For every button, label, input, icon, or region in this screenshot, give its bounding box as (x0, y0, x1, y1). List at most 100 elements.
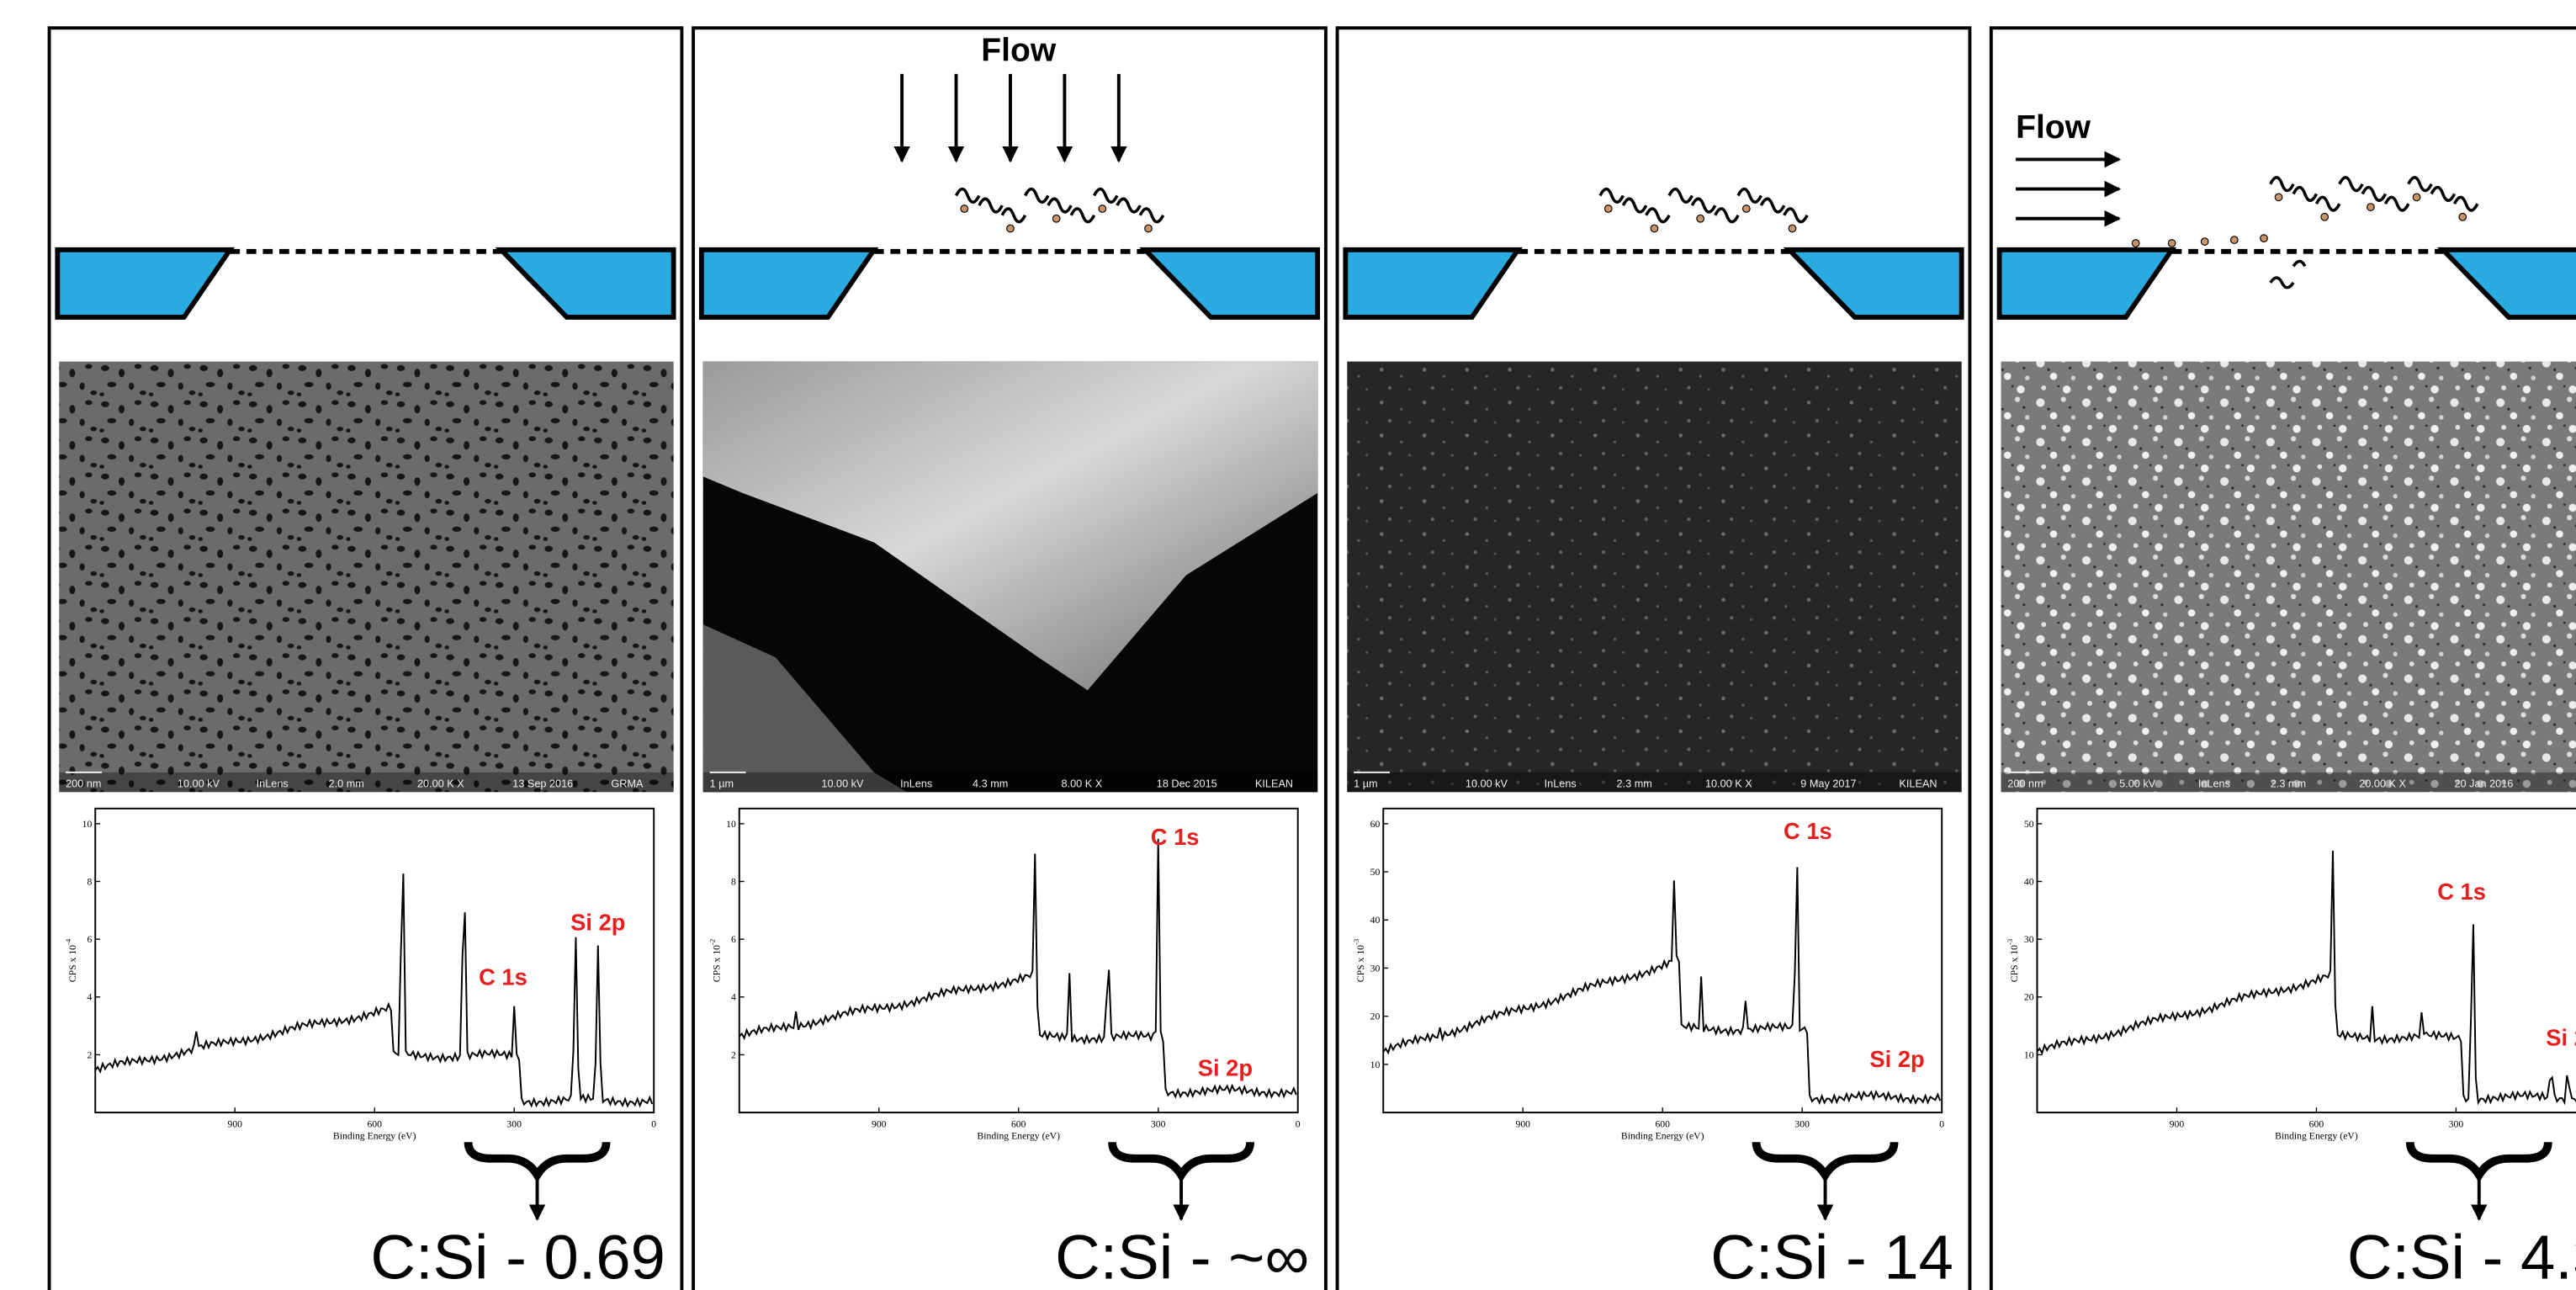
support-right (1145, 250, 1317, 317)
sem-image (1347, 362, 1961, 793)
particle (1007, 225, 1015, 232)
sem-info-text: 18 Dec 2015 (1157, 778, 1217, 789)
x-tick-label: 0 (1296, 1119, 1301, 1130)
ratio-label: C:Si - 4.3 (2347, 1222, 2576, 1290)
particle (1052, 215, 1060, 222)
polymer-chain (2362, 188, 2385, 201)
particle (2231, 236, 2239, 244)
support-right (501, 250, 674, 317)
sem-info-text: 1 µm (710, 778, 734, 789)
x-tick-label: 600 (1011, 1119, 1026, 1130)
x-tick-label: 900 (1515, 1119, 1530, 1130)
sem-info-text: 2.0 mm (329, 778, 364, 789)
x-tick-label: 600 (1655, 1119, 1670, 1130)
y-tick-label: 20 (1370, 1011, 1381, 1022)
particle (1605, 205, 1613, 213)
page: {"panels": [ {"flow_label": null, "sem":… (0, 0, 2576, 1290)
sem-info-text: InLens (2198, 778, 2230, 789)
particle (1789, 225, 1796, 232)
polymer-chain (1026, 189, 1048, 203)
brace (1112, 1142, 1250, 1175)
y-axis-label-base: CPS x 10 (1355, 945, 1366, 982)
ratio-label: C:Si - 0.69 (370, 1222, 665, 1290)
sem-info-bar (1347, 772, 1961, 792)
peak-label: C 1s (1151, 824, 1200, 850)
particle (961, 205, 968, 213)
support-left (1345, 250, 1518, 317)
y-tick-label: 60 (1370, 819, 1381, 830)
polymer-chain (2385, 197, 2408, 210)
particle (2413, 194, 2420, 201)
y-axis-label-base: CPS x 10 (67, 945, 78, 982)
polymer-chain (1600, 189, 1623, 203)
spectrum-frame (2037, 809, 2576, 1112)
flow-label: Flow (2016, 109, 2091, 146)
sem-info-text: KILEAN (1899, 778, 1937, 789)
x-axis-label: Binding Energy (eV) (333, 1130, 416, 1141)
sem-info-text: 20.00 K X (2359, 778, 2406, 789)
ratio-label: C:Si - 14 (1710, 1222, 1953, 1290)
sem-info-text: 20.00 K X (417, 778, 464, 789)
x-tick-label: 0 (1939, 1119, 1944, 1130)
peak-label: C 1s (1784, 818, 1832, 844)
sem-info-text: 20 Jan 2016 (2454, 778, 2513, 789)
peak-label: Si 2p (1198, 1055, 1253, 1081)
y-axis-label-base: CPS x 10 (711, 945, 722, 982)
y-axis-label-base: CPS x 10 (2009, 945, 2020, 982)
peak-label: C 1s (2437, 879, 2486, 905)
support-left (57, 250, 230, 317)
y-tick-label: 30 (2024, 934, 2034, 945)
polymer-chain (1095, 189, 1117, 203)
x-tick-label: 900 (2170, 1119, 2185, 1130)
brace (2410, 1142, 2548, 1175)
x-tick-label: 300 (506, 1119, 522, 1130)
polymer-chain (1715, 209, 1738, 222)
x-tick-label: 300 (1794, 1119, 1810, 1130)
y-tick-label: 40 (1370, 915, 1381, 926)
support-right (2443, 250, 2576, 317)
y-axis-label-exp: -3 (2006, 938, 2014, 945)
polymer-chain (1117, 199, 1140, 212)
spectrum-frame (95, 809, 654, 1112)
particle (2459, 213, 2467, 220)
y-axis-label: CPS x 10-2 (708, 939, 722, 983)
y-tick-label: 50 (1370, 867, 1381, 878)
polymer-chain (2293, 188, 2316, 201)
y-tick-label: 8 (87, 876, 92, 887)
polymer-chain (2271, 262, 2305, 288)
peak-label: C 1s (479, 964, 527, 990)
x-tick-label: 600 (2309, 1119, 2324, 1130)
polymer-chain (2409, 178, 2431, 191)
polymer-chain (1071, 209, 1094, 222)
y-tick-label: 40 (2024, 876, 2034, 887)
sem-info-text: 2.3 mm (1617, 778, 1652, 789)
y-tick-label: 6 (87, 934, 92, 945)
x-tick-label: 300 (2449, 1119, 2464, 1130)
y-tick-label: 50 (2024, 819, 2034, 830)
polymer-chain (1692, 199, 1715, 212)
peak-label: Si 2p (2546, 1025, 2576, 1051)
peak-label: Si 2p (570, 909, 625, 935)
x-tick-label: 900 (227, 1119, 242, 1130)
sem-info-text: 200 nm (66, 778, 101, 789)
sem-info-text: 13 Sep 2016 (512, 778, 573, 789)
particle (1099, 205, 1106, 213)
sem-image (2001, 362, 2576, 793)
particle (2132, 240, 2139, 247)
sem-info-text: 10.00 kV (178, 778, 220, 789)
y-tick-label: 2 (731, 1049, 736, 1060)
particle (2321, 213, 2329, 220)
y-axis-label: CPS x 10-3 (1352, 938, 1366, 982)
ratio-label: C:Si - ~∞ (1055, 1222, 1309, 1290)
particle (2367, 204, 2375, 211)
sem-image (59, 362, 673, 793)
polymer-chain (1784, 209, 1807, 222)
sem-info-text: 4.3 mm (973, 778, 1008, 789)
particle (2168, 240, 2176, 247)
support-right (1789, 250, 1962, 317)
peak-label: Si 2p (1869, 1046, 1924, 1072)
particle (1651, 225, 1658, 232)
